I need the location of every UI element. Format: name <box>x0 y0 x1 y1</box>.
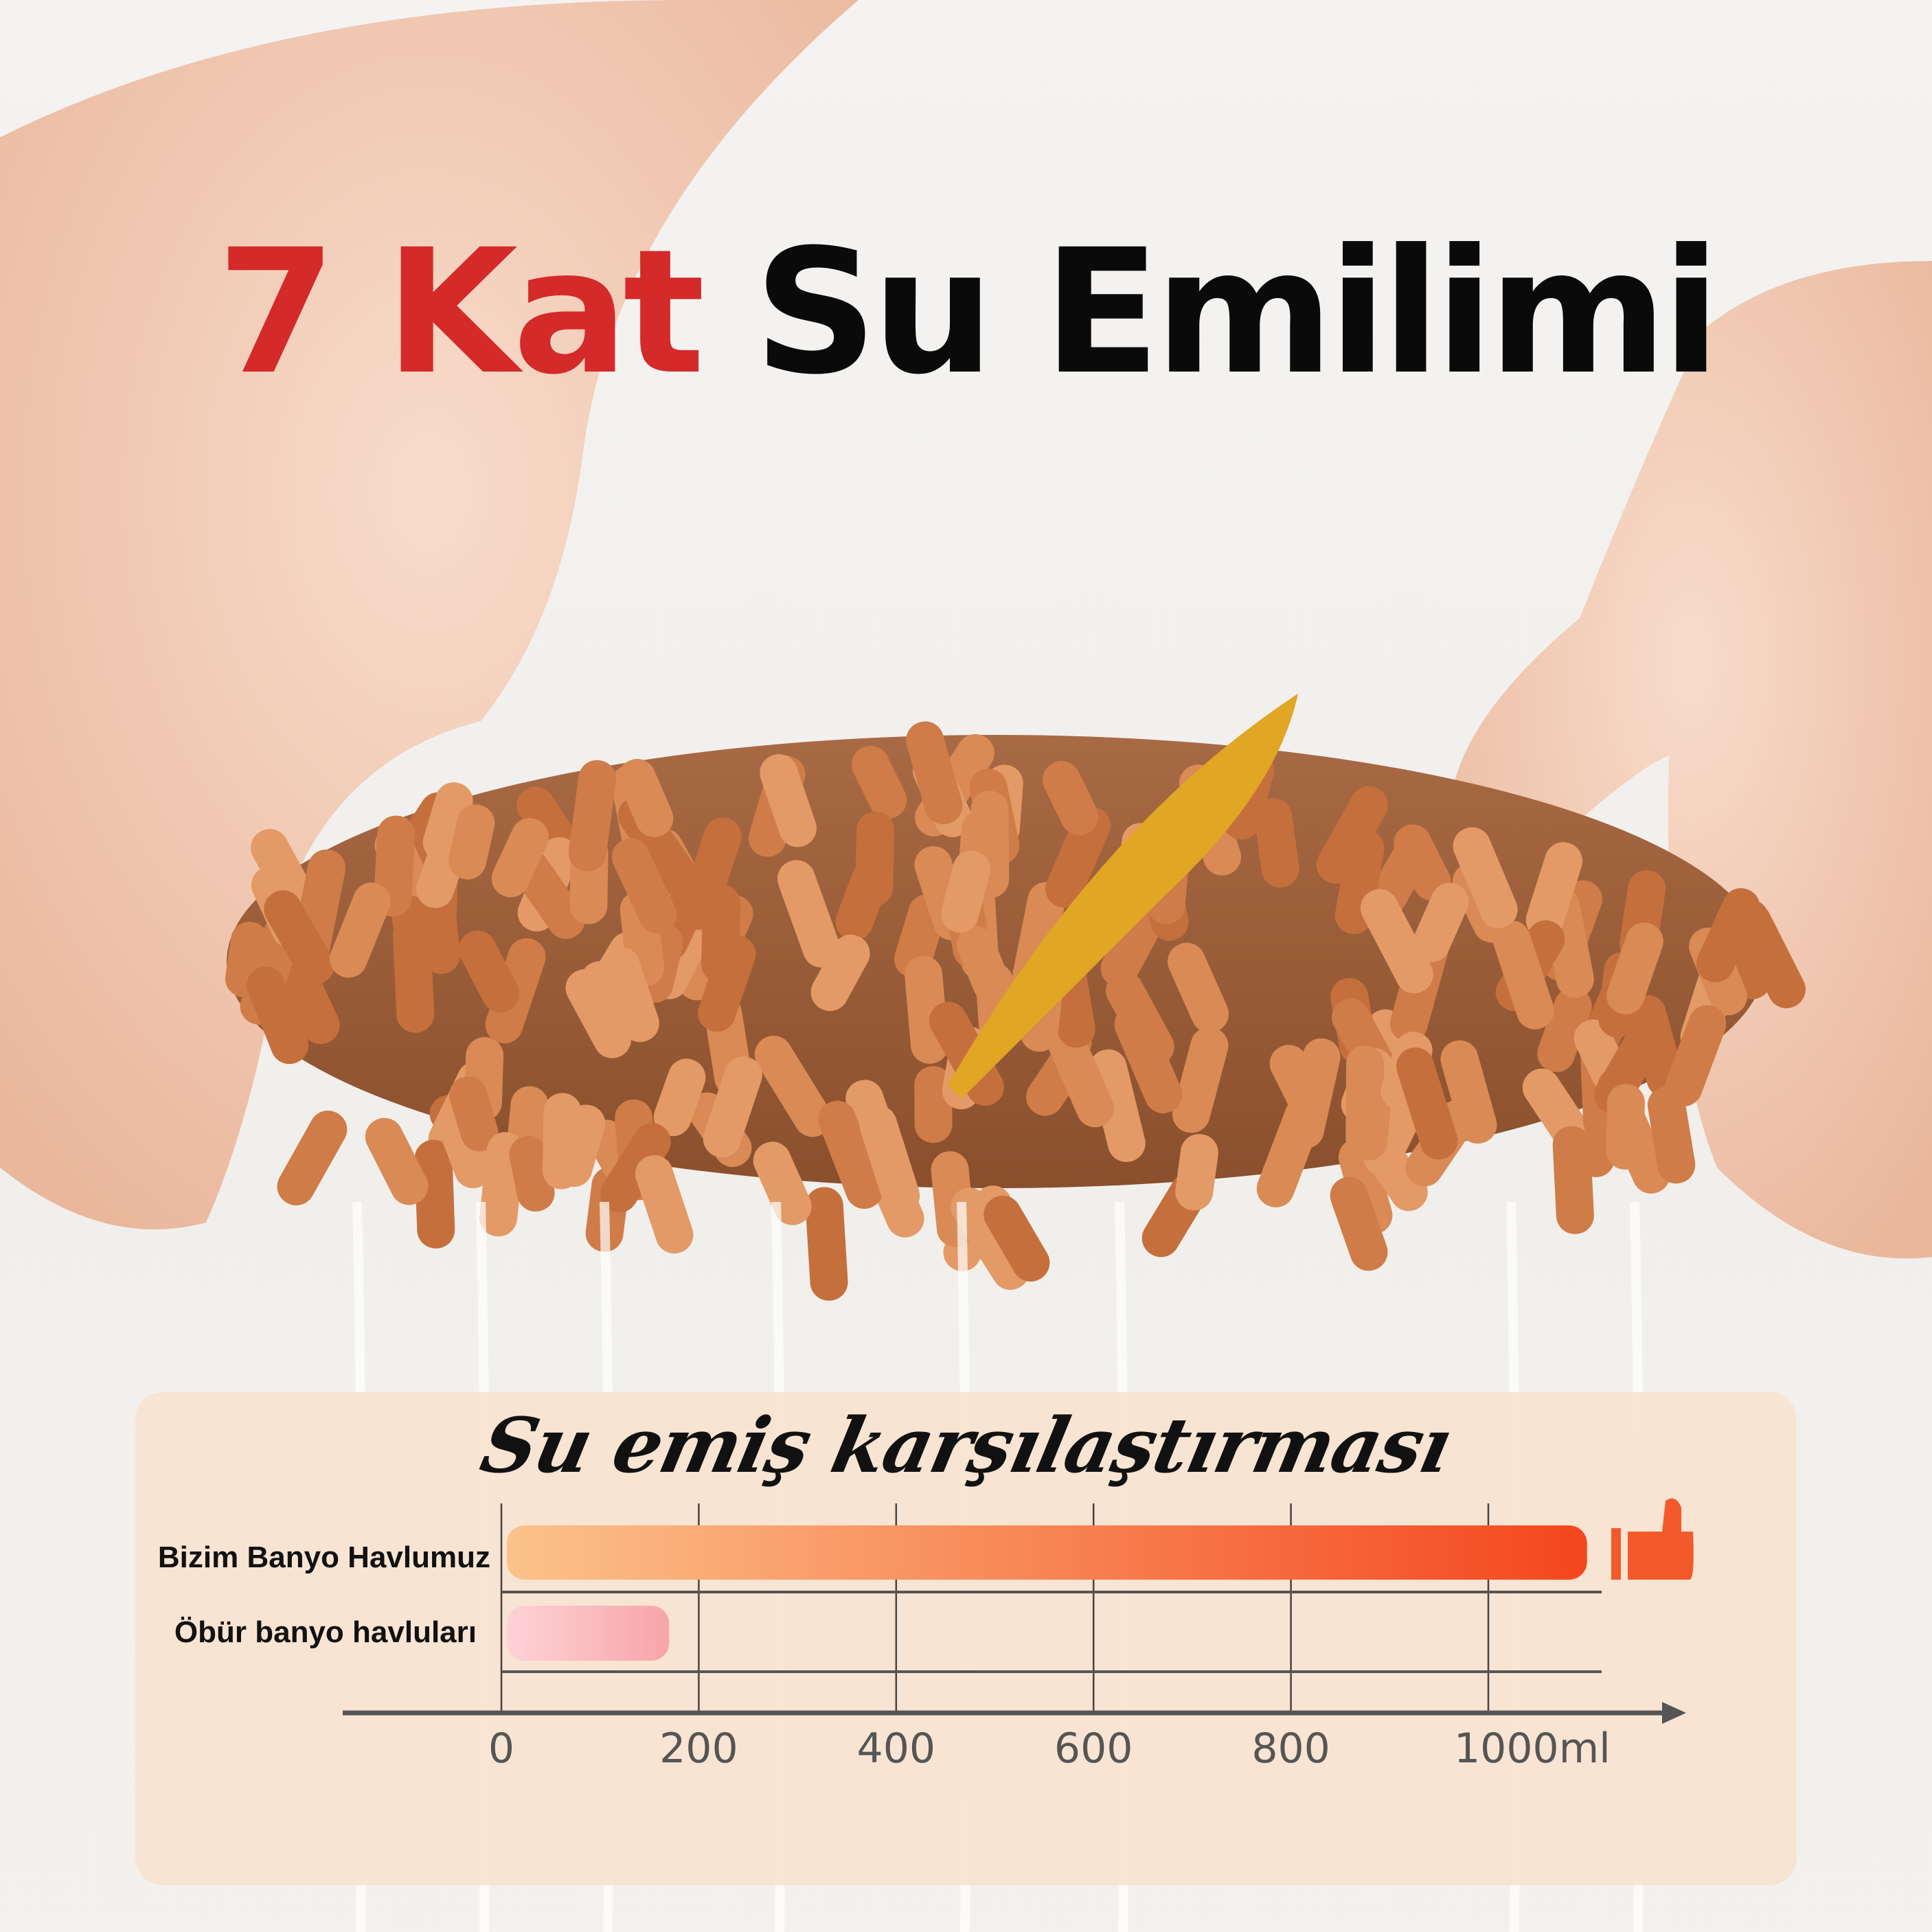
chenille-strand <box>1286 1038 1341 1149</box>
headline: 7 Kat Su Emilimi <box>0 227 1932 398</box>
chenille-strand <box>1114 1005 1183 1113</box>
chenille-strand <box>1168 942 1229 1033</box>
chenille-strand <box>1254 798 1299 888</box>
chenille-strand <box>1048 1027 1115 1128</box>
chenille-strand <box>1360 889 1433 994</box>
chenille-strand <box>458 930 520 1013</box>
headline-highlight: 7 Kat <box>216 212 705 412</box>
chenille-strand <box>941 850 991 933</box>
chenille-strand <box>611 838 677 934</box>
chenille-strand <box>984 1195 1050 1282</box>
chenille-strand <box>635 1155 694 1254</box>
chenille-strand <box>753 1141 812 1225</box>
chenille-strand <box>777 860 841 968</box>
chenille-strand <box>1045 806 1111 908</box>
right-hand <box>1449 261 1932 1259</box>
chenille-strand <box>1594 1019 1666 1114</box>
chenille-strand <box>859 1105 920 1215</box>
x-tick-label: 400 <box>857 1725 936 1773</box>
chenille-strand <box>392 916 435 1033</box>
chenille-strand <box>247 966 309 1065</box>
chenille-strand <box>277 1111 348 1206</box>
category-label-ours: Bizim Banyo Havlumuz <box>157 1541 490 1574</box>
headline-rest: Su Emilimi <box>753 212 1721 412</box>
axis-arrow-icon <box>1662 1702 1686 1724</box>
bar <box>507 1525 1587 1580</box>
chenille-strand <box>1606 922 1663 1014</box>
chenille-strand <box>602 946 659 1043</box>
chenille-strand <box>1552 1126 1594 1234</box>
x-tick-label: 1000ml <box>1454 1725 1611 1773</box>
chenille-strand <box>914 1066 953 1144</box>
chenille-strand <box>1316 786 1388 884</box>
chenille-strands <box>225 721 1806 1301</box>
x-tick-label: 200 <box>659 1725 738 1773</box>
chenille-strand <box>1330 1177 1388 1271</box>
towel-tag <box>948 694 1298 1099</box>
chenille-strand <box>851 745 907 819</box>
chenille-strand <box>1338 1138 1393 1234</box>
chenille-strand <box>1172 1027 1229 1133</box>
chenille-strand <box>956 925 1011 1003</box>
chenille-strand <box>906 721 963 825</box>
chenille-strand <box>1664 1005 1727 1106</box>
category-label-others: Öbür banyo havluları <box>174 1615 477 1649</box>
chenille-strand <box>818 1100 884 1209</box>
chenille-strand <box>703 1056 762 1158</box>
chenille-strand <box>1394 824 1451 901</box>
chenille-strand <box>1396 1047 1458 1160</box>
chenille-strand <box>329 882 391 978</box>
chenille-strand <box>264 890 334 985</box>
chenille-strand <box>365 1117 429 1205</box>
chenille-strand <box>950 1187 1030 1291</box>
chenille-strand <box>754 1035 832 1137</box>
chenille-strand <box>1349 1079 1392 1161</box>
chenille-strand <box>1175 1134 1218 1211</box>
chenille-strand <box>1647 1086 1696 1184</box>
chenille-strand <box>542 1093 582 1190</box>
chenille-strand <box>1089 1049 1146 1162</box>
x-tick-label: 0 <box>488 1725 514 1773</box>
bar <box>507 1606 670 1661</box>
chenille-strand <box>1042 760 1099 836</box>
chenille-strand <box>1525 842 1583 939</box>
chenille-strand <box>1696 888 1760 983</box>
chenille-strand <box>679 817 742 930</box>
chenille-strand <box>1440 1040 1497 1144</box>
chenille-strand <box>568 760 617 872</box>
chenille-strand <box>617 759 674 838</box>
chenille-strand <box>653 1058 706 1137</box>
comparison-panel <box>135 1392 1797 1885</box>
chenille-strand <box>701 884 740 983</box>
chenille-strand <box>1412 883 1469 963</box>
chenille-strand <box>698 935 756 1032</box>
chenille-strand <box>1453 827 1518 929</box>
x-tick-label: 600 <box>1054 1725 1133 1773</box>
chenille-strand <box>1492 920 1554 1030</box>
left-hand <box>0 0 859 1229</box>
chenille-strand <box>835 860 889 941</box>
chenille-strand <box>805 1187 848 1301</box>
thumbs-up-icon <box>1611 1498 1694 1580</box>
chenille-strand <box>760 754 817 848</box>
chenille-strand <box>414 1139 455 1249</box>
chenille-strand <box>1606 1084 1645 1170</box>
chenille-strand <box>810 934 870 1012</box>
chenille-strand <box>1537 987 1592 1073</box>
chenille-strand <box>449 1076 499 1152</box>
chenille-strand <box>448 804 495 880</box>
chenille-strand <box>600 1123 671 1213</box>
chenille-strand <box>491 818 549 898</box>
x-tick-label: 800 <box>1251 1725 1330 1773</box>
